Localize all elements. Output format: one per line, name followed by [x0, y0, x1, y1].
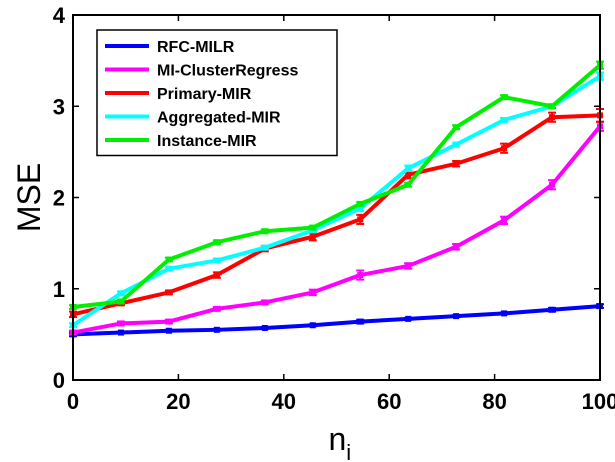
legend-label: RFC-MILR [157, 39, 235, 56]
data-point [213, 305, 220, 312]
data-point [453, 141, 460, 148]
ticks-layer: 0 20 40 60 80 100 0 1 2 3 4 [53, 3, 615, 414]
data-point [261, 244, 268, 251]
data-point [357, 216, 364, 223]
data-point [165, 265, 172, 272]
data-point [405, 315, 412, 322]
data-point [453, 160, 460, 167]
series-line [72, 63, 602, 309]
y-tick-label: 3 [53, 94, 65, 119]
data-point [453, 124, 460, 131]
x-axis-label-main: n [329, 421, 347, 457]
data-point [405, 171, 412, 178]
data-point [501, 145, 508, 152]
legend-label: Aggregated-MIR [157, 110, 281, 127]
data-point [213, 239, 220, 246]
data-point [165, 289, 172, 296]
data-point [261, 324, 268, 331]
data-point [405, 262, 412, 269]
data-point [453, 243, 460, 250]
data-point [501, 94, 508, 101]
data-point [549, 181, 556, 188]
series-layer [69, 60, 604, 338]
x-tick-label: 0 [67, 389, 79, 414]
legend-label: Instance-MIR [157, 133, 257, 150]
series-line [72, 304, 601, 337]
data-point [501, 217, 508, 224]
x-tick-label: 100 [582, 389, 615, 414]
data-point [213, 326, 220, 333]
legend-label: MI-ClusterRegress [157, 63, 298, 80]
y-tick-label: 4 [53, 3, 66, 28]
data-point [357, 272, 364, 279]
series-line [72, 125, 602, 335]
data-point [501, 116, 508, 123]
data-point [165, 318, 172, 325]
legend: RFC-MILR MI-ClusterRegress Primary-MIR Aggr… [96, 29, 338, 157]
data-point [165, 327, 172, 334]
data-point [453, 313, 460, 320]
data-point [357, 205, 364, 212]
data-point [549, 114, 556, 121]
x-tick-label: 40 [272, 389, 296, 414]
data-point [549, 306, 556, 313]
data-point [309, 224, 316, 231]
data-point [117, 298, 124, 305]
data-point [213, 272, 220, 279]
series-rfc-milr [69, 303, 604, 338]
data-point [309, 289, 316, 296]
y-tick-label: 0 [53, 368, 65, 393]
series-line [72, 113, 601, 317]
data-point [261, 228, 268, 235]
data-point [117, 290, 124, 297]
data-point [357, 318, 364, 325]
data-point [405, 165, 412, 172]
y-axis-label: MSE [11, 163, 47, 232]
legend-label: Primary-MIR [157, 86, 252, 103]
data-point [117, 329, 124, 336]
data-point [357, 200, 364, 207]
x-tick-label: 60 [377, 389, 401, 414]
x-axis-label-subscript: i [346, 440, 351, 462]
y-tick-label: 2 [53, 186, 65, 211]
x-axis-label: ni [329, 421, 352, 462]
data-point [309, 322, 316, 329]
legend-items: RFC-MILR MI-ClusterRegress Primary-MIR Aggr… [105, 39, 298, 150]
data-point [309, 233, 316, 240]
data-point [501, 310, 508, 317]
data-point [405, 181, 412, 188]
data-point [213, 257, 220, 264]
series-mi-clusterregress [69, 120, 604, 336]
series-line [71, 74, 602, 327]
x-tick-label: 20 [166, 389, 190, 414]
y-tick-label: 1 [53, 277, 65, 302]
data-point [549, 103, 556, 110]
x-tick-label: 80 [482, 389, 506, 414]
data-point [117, 320, 124, 327]
data-point [261, 299, 268, 306]
data-point [165, 256, 172, 263]
